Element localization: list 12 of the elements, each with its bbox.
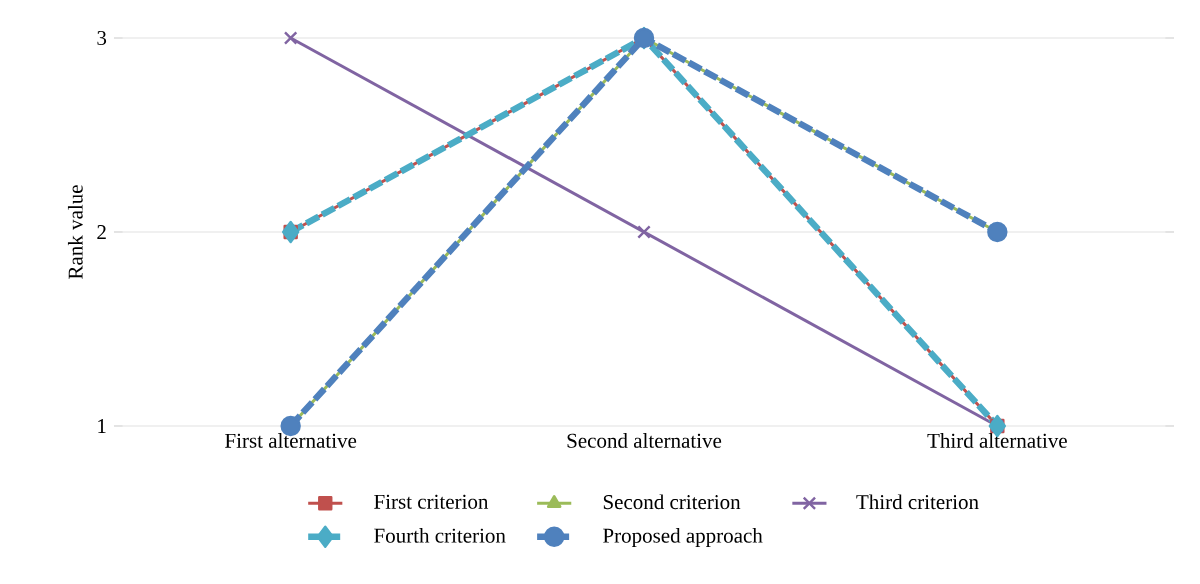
y-tick-label: 3: [97, 30, 107, 46]
legend-label: Proposed approach: [603, 527, 763, 547]
y-axis-title: Rank value: [67, 185, 83, 279]
y-tick-label: 1: [98, 419, 106, 433]
x-tick-label: Third alternative: [927, 433, 1067, 448]
legend-label: Third criterion: [856, 494, 979, 510]
legend-label: Second criterion: [603, 494, 741, 510]
legend-label: Fourth criterion: [374, 527, 506, 543]
x-tick-label: First alternative: [225, 433, 357, 448]
x-tick-label: Second alternative: [567, 433, 722, 448]
y-tick-label: 2: [97, 225, 106, 239]
legend-label: First criterion: [374, 494, 489, 509]
